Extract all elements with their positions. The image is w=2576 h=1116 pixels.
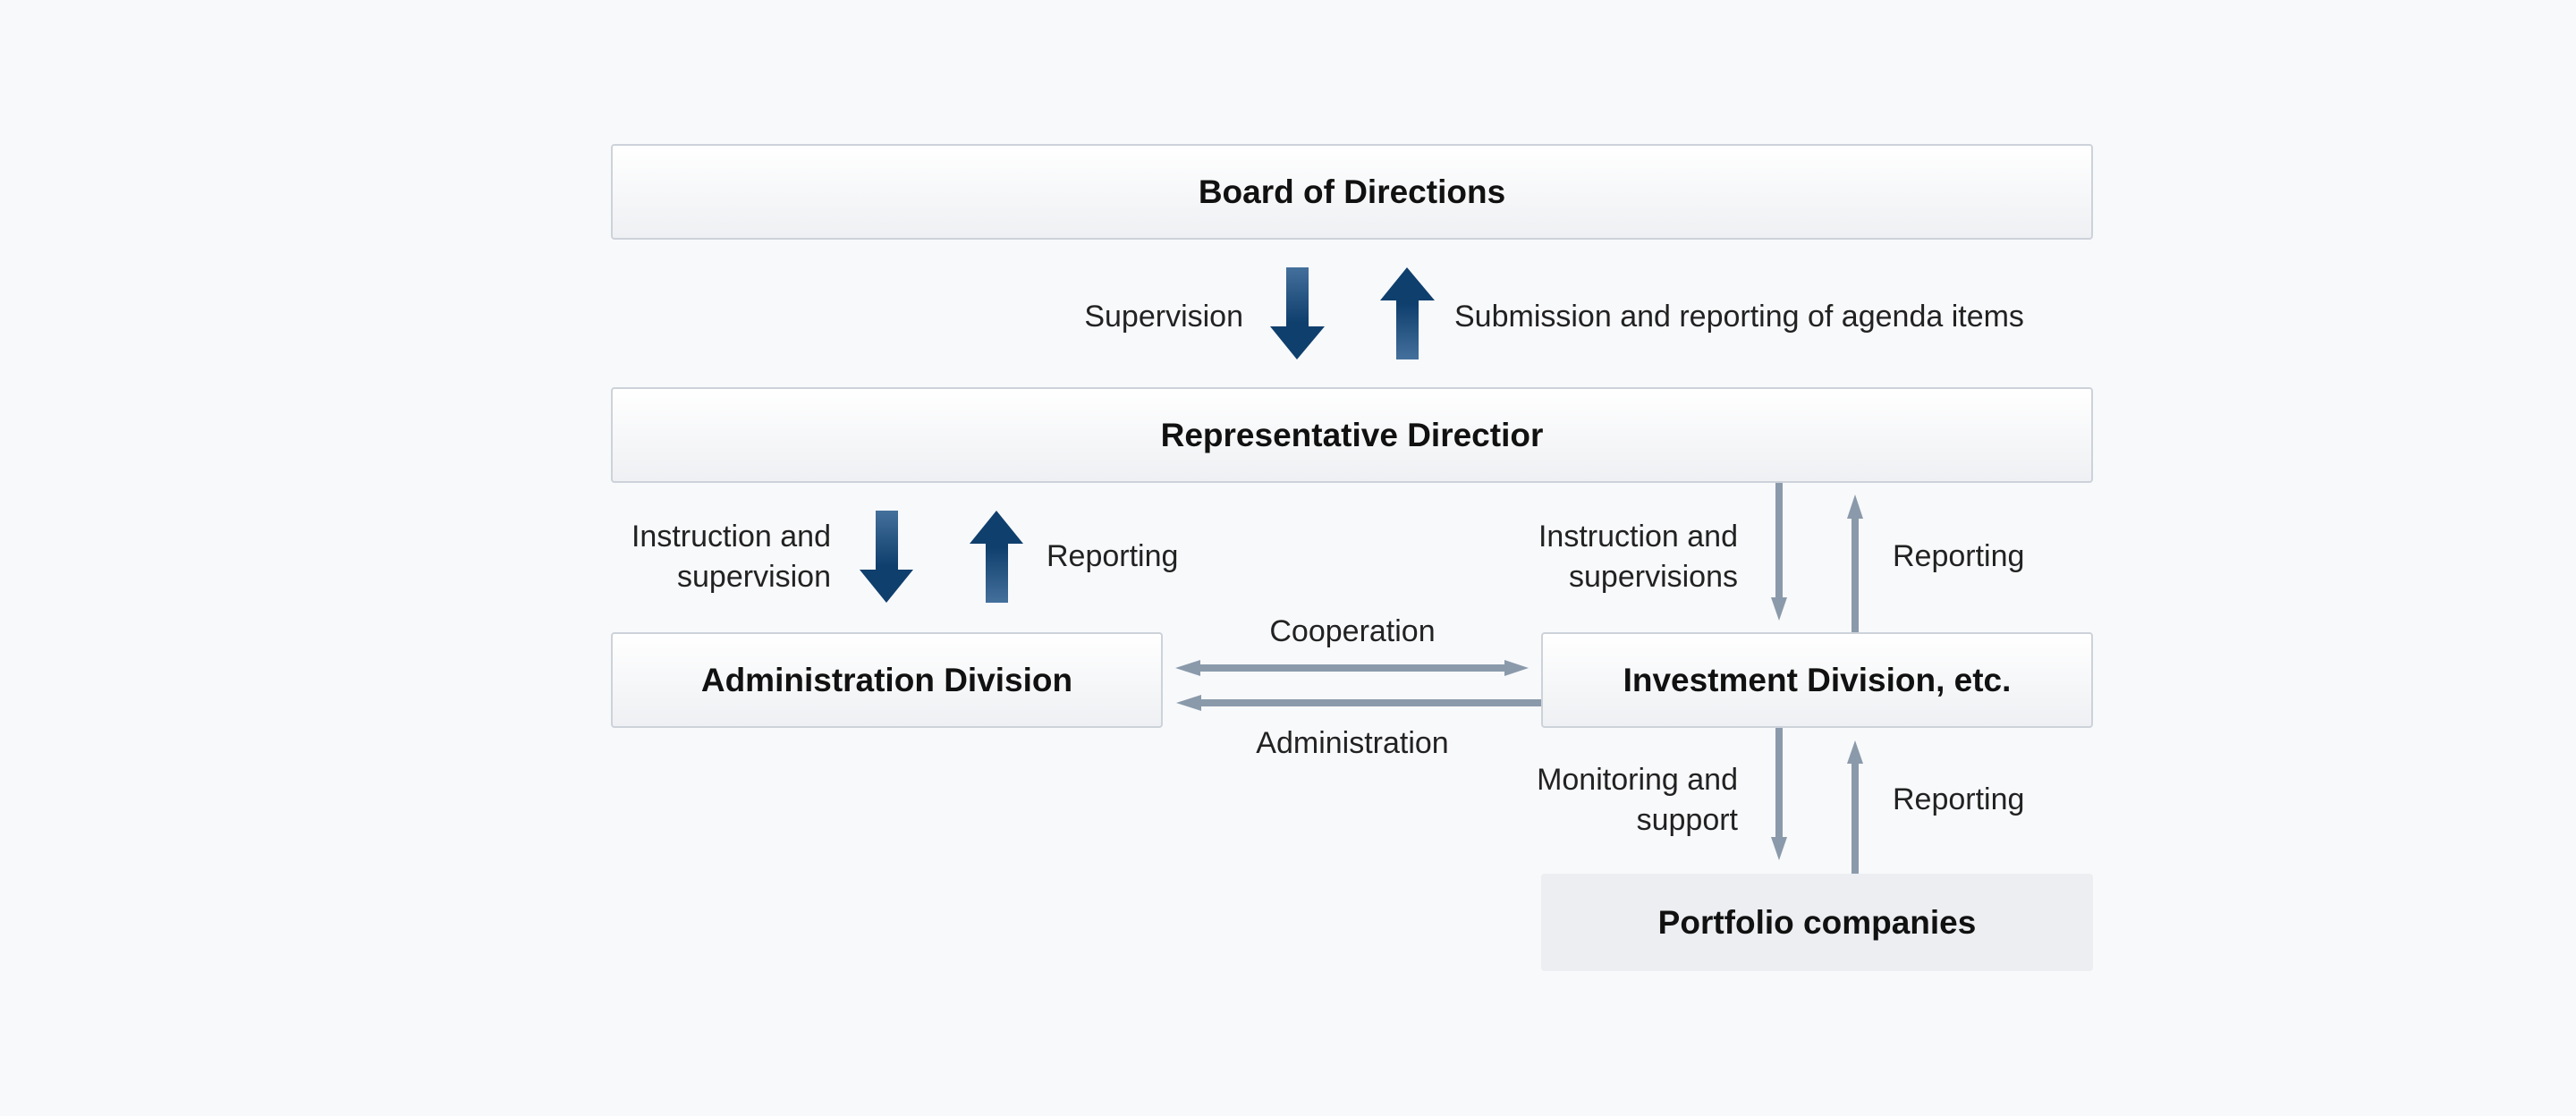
- representative-title: Representative Directior: [1160, 416, 1544, 453]
- admin-instruction-line1: Instruction and: [631, 520, 831, 554]
- administration-title: Administration Division: [700, 661, 1073, 698]
- investment-division-box: Investment Division, etc.: [1541, 632, 2093, 728]
- admin-reporting-label: Reporting: [1046, 539, 1179, 573]
- admin-instruction-down-arrow: [860, 511, 913, 603]
- admin-instruction-line2: supervision: [677, 560, 831, 594]
- monitoring-line2: support: [1636, 803, 1738, 837]
- inv-reporting-label: Reporting: [1893, 539, 2025, 573]
- portfolio-reporting-label: Reporting: [1893, 782, 2025, 816]
- representative-director-box: Representative Directior: [611, 387, 2093, 483]
- administration-division-box: Administration Division: [611, 632, 1163, 728]
- inv-instruction-down-arrow: [1771, 483, 1787, 621]
- admin-instruction-label: Instruction and supervision: [631, 517, 831, 597]
- cooperation-label: Cooperation: [1269, 614, 1436, 648]
- admin-reporting-up-arrow: [970, 511, 1023, 603]
- submission-up-arrow: [1380, 267, 1435, 359]
- inv-instruction-label: Instruction and supervisions: [1538, 517, 1738, 597]
- monitoring-label: Monitoring and support: [1537, 760, 1738, 841]
- administration-label: Administration: [1256, 726, 1449, 760]
- portfolio-title: Portfolio companies: [1657, 903, 1977, 941]
- submission-label: Submission and reporting of agenda items: [1454, 300, 2024, 334]
- cooperation-double-arrow: [1175, 660, 1529, 676]
- supervision-down-arrow: [1270, 267, 1325, 359]
- inv-instruction-line1: Instruction and: [1538, 520, 1738, 554]
- inv-instruction-line2: supervisions: [1569, 560, 1738, 594]
- investment-title: Investment Division, etc.: [1623, 661, 2012, 698]
- portfolio-reporting-up-arrow: [1847, 740, 1863, 874]
- supervision-label: Supervision: [1084, 300, 1243, 334]
- board-of-directors-box: Board of Directions: [611, 144, 2093, 240]
- monitoring-down-arrow: [1771, 728, 1787, 860]
- administration-left-arrow: [1176, 695, 1541, 711]
- board-title: Board of Directions: [1198, 173, 1506, 210]
- monitoring-line1: Monitoring and: [1537, 763, 1738, 797]
- portfolio-companies-box: Portfolio companies: [1541, 874, 2093, 971]
- inv-reporting-up-arrow: [1847, 495, 1863, 632]
